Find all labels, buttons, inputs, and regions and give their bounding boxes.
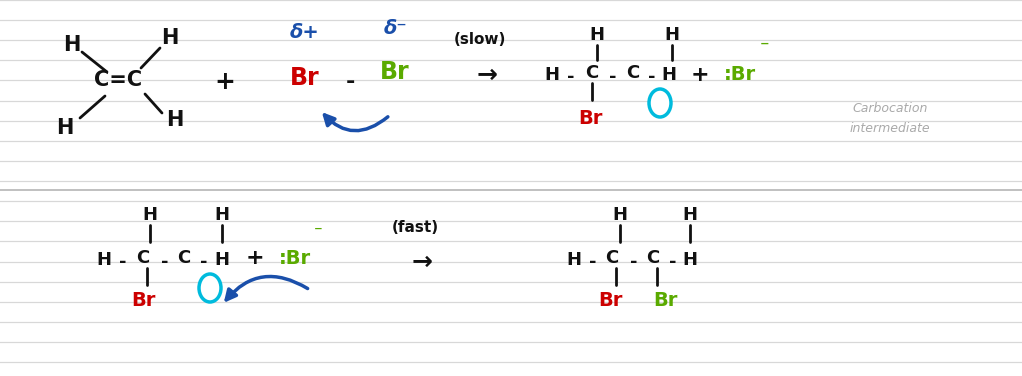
Text: ⁻: ⁻ <box>760 39 770 57</box>
Text: H: H <box>683 251 697 269</box>
Text: C: C <box>626 64 640 82</box>
Text: :Br: :Br <box>724 65 756 85</box>
Text: -: - <box>631 253 638 271</box>
FancyArrowPatch shape <box>324 115 388 131</box>
Text: +: + <box>245 248 265 268</box>
Text: →: → <box>476 63 498 87</box>
Text: →: → <box>412 250 432 274</box>
Text: -: - <box>345 72 355 92</box>
Text: -: - <box>590 253 597 271</box>
Text: H: H <box>664 26 680 44</box>
Ellipse shape <box>649 89 671 117</box>
Text: H: H <box>566 251 582 269</box>
Text: +: + <box>204 281 216 295</box>
Text: δ⁻: δ⁻ <box>383 18 407 38</box>
Text: Carbocation: Carbocation <box>852 102 928 115</box>
Text: Br: Br <box>380 60 410 84</box>
Text: +: + <box>215 70 235 94</box>
FancyArrowPatch shape <box>226 276 308 300</box>
Text: Br: Br <box>131 291 155 309</box>
Text: C: C <box>646 249 659 267</box>
Text: +: + <box>654 96 665 110</box>
Text: :Br: :Br <box>279 249 311 267</box>
Text: H: H <box>96 251 111 269</box>
Text: δ+: δ+ <box>290 23 320 41</box>
Text: Br: Br <box>653 291 678 309</box>
Text: -: - <box>200 253 207 271</box>
Text: Br: Br <box>577 109 602 127</box>
Text: H: H <box>63 35 81 55</box>
Text: -: - <box>120 253 127 271</box>
Text: -: - <box>648 68 656 86</box>
Text: -: - <box>567 68 574 86</box>
Text: +: + <box>691 65 709 85</box>
Text: intermediate: intermediate <box>849 121 930 135</box>
Text: H: H <box>56 118 74 138</box>
Text: H: H <box>545 66 559 84</box>
Text: (fast): (fast) <box>391 220 438 235</box>
Text: H: H <box>142 206 157 224</box>
Text: H: H <box>683 206 697 224</box>
Text: -: - <box>609 68 616 86</box>
Text: Br: Br <box>598 291 622 309</box>
Text: C: C <box>586 64 599 82</box>
Text: C: C <box>605 249 618 267</box>
Text: H: H <box>612 206 628 224</box>
Text: C: C <box>178 249 191 267</box>
Text: -: - <box>669 253 677 271</box>
Text: ⁻: ⁻ <box>314 223 322 241</box>
Text: C=C: C=C <box>94 70 142 90</box>
Text: -: - <box>161 253 169 271</box>
Text: (slow): (slow) <box>454 32 506 47</box>
Text: Br: Br <box>290 66 320 90</box>
Text: H: H <box>590 26 604 44</box>
Text: H: H <box>215 206 230 224</box>
Text: C: C <box>136 249 149 267</box>
Ellipse shape <box>199 274 221 302</box>
Text: H: H <box>661 66 677 84</box>
Text: H: H <box>215 251 230 269</box>
Text: H: H <box>167 110 184 130</box>
Text: H: H <box>161 28 179 48</box>
